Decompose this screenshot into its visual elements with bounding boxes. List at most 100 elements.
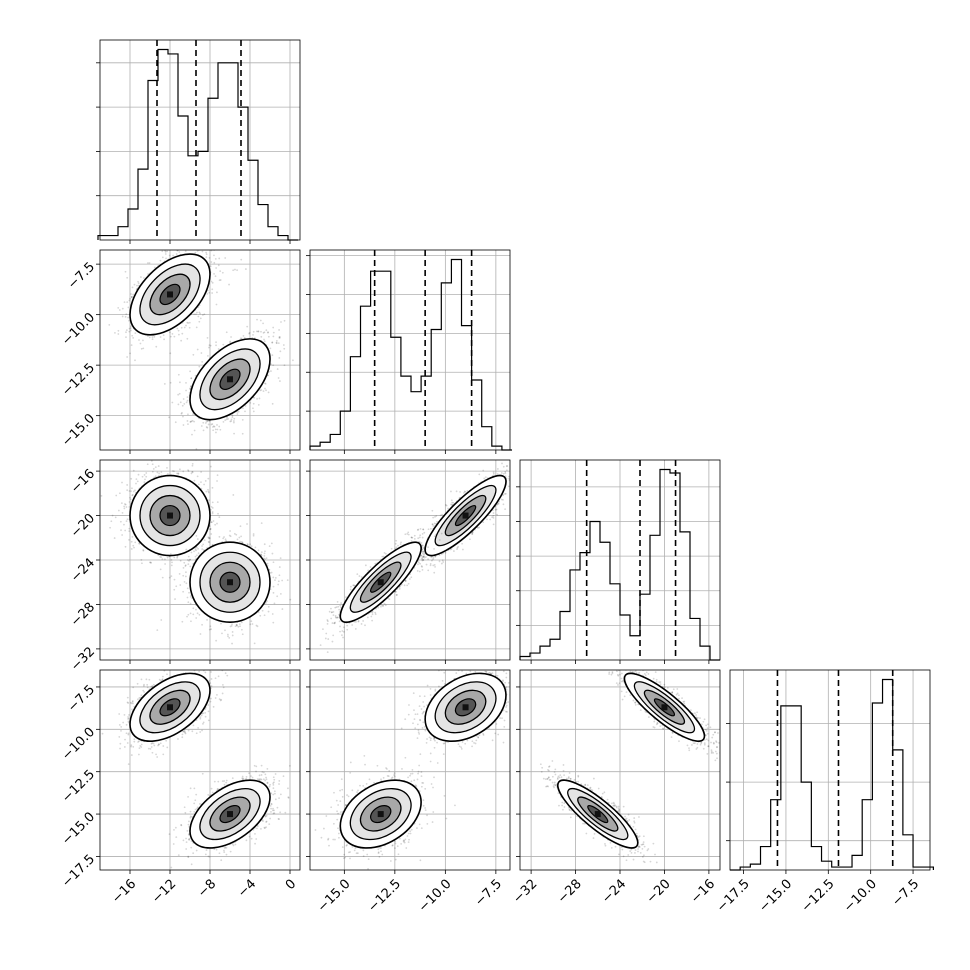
sample-point (181, 332, 184, 335)
sample-point (129, 352, 131, 355)
sample-point (120, 529, 122, 532)
sample-point (187, 322, 190, 324)
sample-point (130, 293, 132, 295)
sample-point (206, 292, 209, 295)
sample-point (179, 559, 182, 562)
sample-point (253, 396, 256, 399)
sample-point (210, 280, 213, 283)
sample-point (151, 470, 154, 473)
sample-point (211, 512, 214, 515)
sample-point (187, 423, 189, 425)
sample-point (186, 420, 189, 422)
contour-line (199, 348, 261, 411)
sample-point (182, 415, 184, 418)
sample-point (264, 383, 267, 385)
sample-point (155, 345, 158, 348)
sample-point (271, 402, 274, 405)
sample-point (125, 331, 127, 334)
sample-point (190, 385, 192, 387)
sample-point (229, 340, 232, 343)
sample-point (180, 412, 183, 415)
sample-point (124, 545, 127, 548)
sample-point (131, 493, 134, 496)
sample-point (269, 347, 272, 350)
sample-point (205, 253, 208, 256)
sample-point (194, 251, 197, 254)
sample-point (169, 335, 172, 338)
sample-point (217, 264, 220, 267)
sample-point (236, 269, 239, 272)
sample-point (125, 506, 128, 508)
sample-point (189, 420, 192, 423)
sample-point (145, 475, 148, 478)
density-peak-cell (167, 512, 173, 519)
sample-point (191, 464, 194, 467)
sample-point (187, 555, 190, 558)
sample-point (216, 501, 219, 504)
sample-point (275, 342, 278, 345)
sample-point (130, 329, 132, 332)
sample-point (211, 281, 214, 284)
sample-point (217, 348, 220, 350)
sample-point (156, 471, 159, 474)
sample-point (125, 313, 128, 316)
sample-point (173, 556, 176, 559)
sample-point (123, 505, 126, 508)
sample-point (197, 315, 200, 318)
sample-point (195, 608, 197, 611)
sample-point (229, 420, 232, 423)
sample-point (151, 463, 154, 466)
sample-point (153, 266, 156, 269)
density-peak-cell (167, 291, 173, 298)
histogram-step-line (309, 258, 513, 451)
sample-point (176, 250, 179, 252)
sample-point (119, 520, 122, 523)
sample-point (186, 615, 188, 618)
sample-point (160, 556, 163, 559)
sample-point (207, 488, 209, 491)
sample-point (281, 608, 284, 610)
sample-point (123, 523, 125, 526)
sample-point (218, 245, 220, 247)
sample-point (215, 267, 218, 269)
sample-point (138, 339, 140, 341)
sample-point (126, 484, 129, 486)
sample-point (185, 324, 187, 327)
sample-point (134, 359, 136, 362)
sample-point (196, 250, 199, 252)
sample-point (126, 518, 129, 521)
sample-point (271, 341, 274, 344)
sample-point (191, 433, 193, 436)
sample-point (200, 425, 203, 427)
sample-point (189, 387, 191, 390)
sample-point (128, 319, 130, 322)
sample-point (209, 344, 212, 347)
sample-point (191, 419, 194, 422)
sample-point (136, 284, 138, 287)
sample-point (240, 535, 242, 538)
sample-point (263, 543, 266, 546)
contour-line (139, 263, 201, 326)
sample-point (129, 498, 132, 501)
sample-point (133, 546, 135, 549)
sample-point (250, 620, 253, 623)
sample-point (123, 507, 126, 510)
sample-point (205, 251, 208, 254)
sample-point (252, 402, 255, 405)
sample-point (183, 240, 185, 242)
sample-point (126, 276, 129, 279)
sample-point (152, 468, 155, 470)
sample-point (168, 576, 171, 579)
sample-point (272, 335, 275, 338)
sample-point (231, 642, 233, 645)
sample-point (212, 426, 214, 428)
sample-point (275, 339, 278, 342)
sample-point (121, 481, 123, 484)
sample-point (137, 282, 140, 285)
sample-point (260, 389, 263, 391)
sample-point (136, 480, 139, 483)
sample-point (118, 309, 121, 311)
sample-point (133, 283, 136, 286)
sample-point (205, 490, 208, 493)
sample-point (197, 547, 199, 550)
